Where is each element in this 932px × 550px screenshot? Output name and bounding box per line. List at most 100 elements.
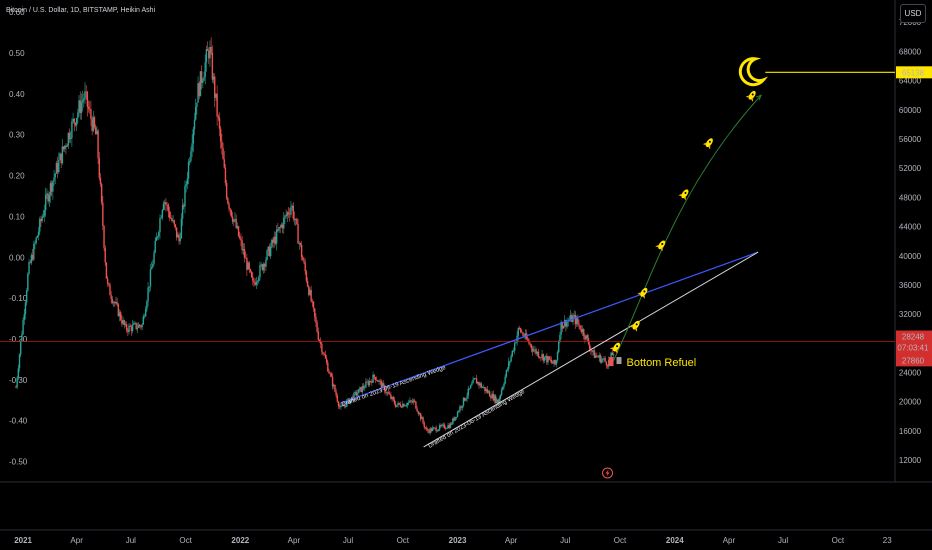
candle-body (396, 405, 398, 407)
candle-body (421, 417, 423, 420)
candle-body (22, 319, 24, 335)
candle-body (79, 100, 81, 113)
candle-body (177, 234, 179, 238)
candle-body (343, 405, 346, 407)
current-price-tag (896, 330, 932, 355)
candle-body (356, 393, 359, 396)
candle-body (573, 314, 575, 317)
candle-body (148, 286, 150, 288)
candle-body (604, 358, 606, 362)
time-axis-tick: Apr (723, 536, 736, 545)
candle-body (559, 334, 561, 342)
candle-body (527, 338, 529, 341)
rocket-fins (655, 244, 663, 252)
candle-body (566, 321, 568, 327)
candle-body (454, 416, 456, 421)
candle-body (93, 117, 96, 128)
candle-body (435, 427, 437, 432)
candle-body (230, 210, 233, 217)
candle-body (612, 354, 615, 356)
candle-body (335, 391, 337, 396)
price-labels: 28248 07:03:41 27860 65138 (896, 66, 932, 367)
candle-body (419, 413, 422, 420)
candle-body (181, 204, 184, 219)
currency-button[interactable]: USD (900, 4, 926, 23)
candle-body (513, 343, 516, 351)
candle-body (143, 316, 146, 318)
candle-body (100, 183, 103, 203)
candle-body (247, 262, 249, 270)
candles[interactable] (15, 37, 615, 436)
candle-body (205, 49, 208, 63)
candle-body (298, 243, 300, 244)
candle-body (425, 428, 428, 430)
right-axis-tick: 52000 (899, 164, 922, 173)
right-axis-tick: 68000 (899, 47, 922, 56)
candle-body (404, 405, 406, 407)
candle-body (269, 246, 272, 257)
candle-body (354, 392, 356, 393)
candle-body (317, 331, 319, 340)
candle-body (234, 218, 236, 220)
candle-body (565, 319, 567, 327)
candle-body (43, 210, 46, 216)
candle-body (58, 160, 60, 173)
time-axis-tick: Oct (614, 536, 627, 545)
candle-body (450, 423, 453, 425)
candle-body (472, 379, 474, 384)
candle-body (535, 349, 537, 354)
time-axis-tick: Jul (560, 536, 570, 545)
candle-body (223, 159, 225, 168)
candle-body (39, 219, 41, 232)
candle-body (156, 236, 159, 238)
candle-body (479, 383, 481, 386)
candle-body (371, 381, 373, 383)
candle-body (75, 118, 78, 126)
candle-body (423, 422, 425, 428)
candle-body (95, 127, 97, 135)
rocket-icon (629, 320, 640, 332)
candle-body (106, 278, 109, 284)
candle-body (240, 238, 242, 241)
candle-body (90, 109, 92, 120)
candle-body (469, 385, 472, 389)
candle-body (33, 244, 35, 260)
candle-body (416, 408, 418, 412)
rocket-icon (609, 342, 621, 354)
candle-body (506, 368, 509, 371)
candle-body (30, 255, 33, 263)
candle-body (449, 423, 452, 428)
candle-body (60, 153, 62, 164)
candle-body (280, 224, 283, 228)
candle-body (455, 416, 458, 418)
candle-body (36, 235, 39, 238)
candle-body (498, 398, 500, 403)
drawings[interactable] (0, 71, 895, 448)
lower-wedge-label: Drafted on 2023-06-19 Ascending Wedge (428, 389, 527, 450)
rocket-fins (678, 193, 686, 201)
moon-icon (738, 57, 769, 87)
candle-body (373, 374, 375, 378)
candle-body (287, 212, 290, 215)
candle-body (543, 356, 546, 361)
candle-body (474, 378, 477, 380)
right-axis-tick: 36000 (899, 281, 922, 290)
candle-body (153, 252, 155, 264)
left-axis-tick: 0.60 (9, 8, 25, 17)
candle-body (65, 145, 67, 148)
candle-body (517, 328, 519, 336)
candle-body (209, 47, 211, 59)
candle-body (518, 328, 521, 329)
candle-body (441, 424, 443, 427)
candle-body (219, 128, 222, 142)
candle-body (394, 403, 397, 407)
candle-body (453, 418, 455, 421)
candle-body (214, 76, 216, 98)
candle-body (346, 401, 348, 407)
candle-body (208, 50, 210, 59)
candle-body (72, 118, 74, 122)
candle-body (289, 214, 291, 215)
candle-body (291, 205, 293, 208)
candle-body (546, 355, 548, 363)
